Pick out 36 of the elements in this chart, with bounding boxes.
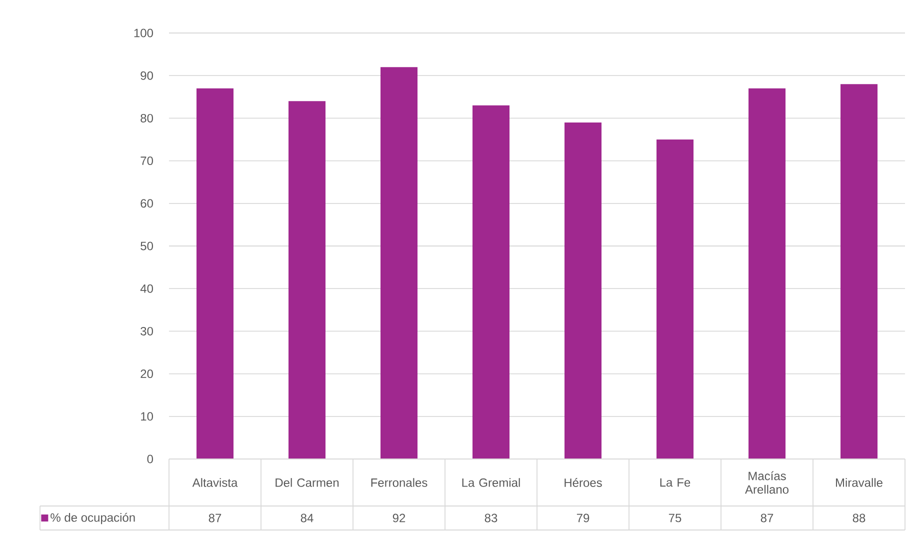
bar xyxy=(380,67,418,459)
y-tick-label: 70 xyxy=(140,156,154,166)
bar xyxy=(472,105,510,459)
x-tick-label: Del Carmen xyxy=(276,478,339,487)
data-label: 87 xyxy=(760,514,774,522)
x-tick-label: Altavista xyxy=(192,478,238,487)
bar xyxy=(564,122,602,459)
bar xyxy=(748,88,786,459)
bar xyxy=(656,139,694,459)
y-tick-label: 0 xyxy=(147,454,154,464)
y-tick-label: 20 xyxy=(140,370,154,378)
y-tick-label: 90 xyxy=(140,71,154,80)
x-tick-label: Ferronales xyxy=(371,478,428,487)
x-tick-label: Macías Arellano xyxy=(745,471,788,494)
data-label: 79 xyxy=(576,514,590,522)
y-tick-label: 50 xyxy=(140,242,154,250)
data-label: 84 xyxy=(300,514,314,522)
legend-label: % de ocupación xyxy=(50,512,135,524)
y-tick-label: 30 xyxy=(140,326,154,336)
bar xyxy=(288,101,326,459)
y-tick-label: 10 xyxy=(141,412,154,421)
data-label: 83 xyxy=(484,514,498,522)
y-tick-label: 60 xyxy=(140,199,154,208)
data-label: 92 xyxy=(392,514,406,522)
bar xyxy=(196,88,234,459)
x-tick-label: Miravalle xyxy=(836,478,882,487)
y-tick-label: 40 xyxy=(140,284,154,293)
data-label: 75 xyxy=(668,514,682,522)
x-tick-label: Héroes xyxy=(564,478,602,487)
y-tick-label: 100 xyxy=(134,28,154,38)
x-tick-label: La Fe xyxy=(660,478,690,487)
data-label: 88 xyxy=(852,514,866,522)
bar xyxy=(840,84,878,459)
data-label: 87 xyxy=(208,514,222,522)
x-tick-label: La Gremial xyxy=(462,478,520,487)
y-tick-label: 80 xyxy=(140,114,154,122)
